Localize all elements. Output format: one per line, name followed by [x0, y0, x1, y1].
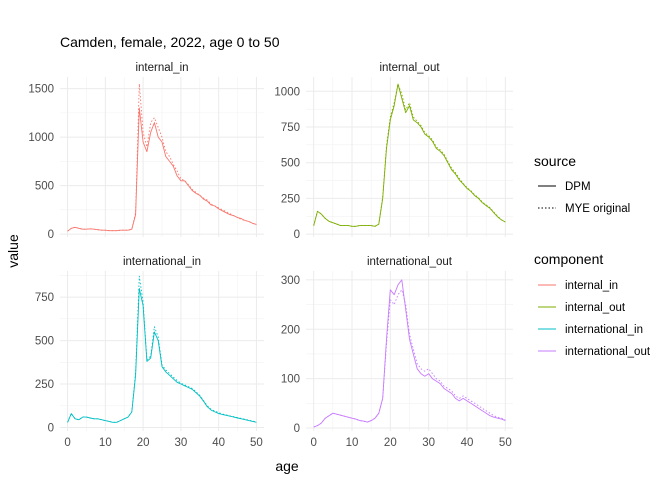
legend-label-dpm: DPM — [565, 181, 591, 193]
chart-title: Camden, female, 2022, age 0 to 50 — [60, 34, 280, 50]
legend-label-mye-original: MYE original — [565, 203, 630, 215]
x-tick-label: 20 — [137, 437, 150, 449]
y-tick-label: 500 — [281, 158, 300, 170]
x-tick-label: 50 — [250, 437, 263, 449]
y-tick-label: 750 — [281, 122, 300, 134]
facet-strip-label: international_out — [367, 256, 453, 268]
x-tick-label: 50 — [499, 437, 512, 449]
legend-label-internal-out: internal_out — [565, 302, 626, 314]
panel-internal-out: internal_out 0 250 500 750 1000 — [274, 62, 513, 241]
y-tick-label: 0 — [294, 229, 300, 241]
x-tick-label: 0 — [310, 437, 316, 449]
x-tick-label: 0 — [64, 437, 70, 449]
legend-label-internal-in: internal_in — [565, 280, 618, 292]
series-line-dpm — [313, 279, 506, 428]
panel-international-out: international_out 0 100 200 300 0 10 20 30 40 50 — [281, 256, 513, 449]
x-tick-label: 10 — [99, 437, 112, 449]
series-line-dpm — [67, 287, 257, 423]
legend: source DPM MYE original component intern… — [534, 153, 651, 358]
y-tick-label: 750 — [35, 292, 54, 304]
legend-label-international-in: international_in — [565, 324, 643, 336]
y-tick-label: 500 — [35, 181, 54, 193]
x-tick-label: 10 — [346, 437, 359, 449]
y-tick-label: 1000 — [28, 132, 54, 144]
facet-strip-label: internal_in — [135, 62, 188, 74]
y-tick-label: 100 — [281, 374, 300, 386]
legend-component-title: component — [534, 251, 603, 267]
series-line-dpm — [313, 83, 506, 227]
y-tick-label: 300 — [281, 275, 300, 287]
x-tick-label: 20 — [384, 437, 397, 449]
y-axis-label: value — [5, 234, 21, 268]
facet-strip-label: internal_out — [379, 62, 440, 74]
y-tick-label: 1500 — [28, 84, 54, 96]
y-tick-label: 0 — [48, 229, 54, 241]
x-axis-label: age — [275, 458, 299, 474]
series-line-mye-original — [67, 275, 257, 423]
y-tick-label: 0 — [294, 423, 300, 435]
facet-strip-label: international_in — [123, 256, 201, 268]
series-line-mye-original — [313, 83, 506, 227]
x-tick-label: 40 — [461, 437, 474, 449]
x-tick-label: 30 — [174, 437, 187, 449]
y-tick-label: 1000 — [274, 86, 300, 98]
x-tick-label: 40 — [212, 437, 225, 449]
legend-source-title: source — [534, 153, 576, 169]
y-tick-label: 250 — [281, 193, 300, 205]
panel-internal-in: internal_in 0 500 1000 1500 — [28, 62, 264, 241]
y-tick-label: 0 — [48, 423, 54, 435]
x-tick-label: 30 — [422, 437, 435, 449]
series-line-mye-original — [67, 83, 257, 232]
y-tick-label: 500 — [35, 336, 54, 348]
y-tick-label: 250 — [35, 379, 54, 391]
y-tick-label: 200 — [281, 324, 300, 336]
legend-label-international-out: international_out — [565, 346, 651, 358]
panel-international-in: international_in 0 250 500 750 0 10 20 30 40 50 — [35, 256, 264, 449]
facet-panels: internal_in050010001500internal_out02505… — [28, 62, 513, 449]
